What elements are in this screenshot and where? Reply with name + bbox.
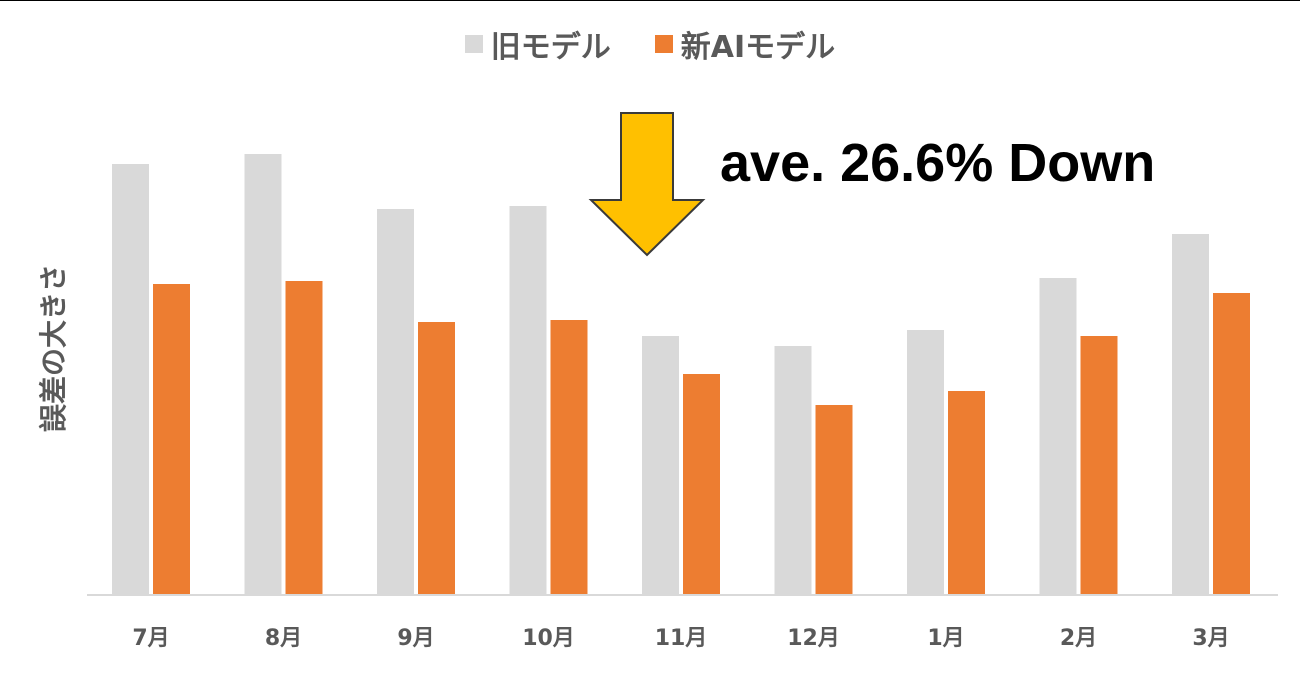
bar-old-model-9 (1172, 234, 1209, 595)
top-border-line (0, 0, 1300, 1)
x-tick-label: 1月 (927, 626, 964, 651)
x-tick-label: 3月 (1192, 626, 1229, 651)
bar-new-ai-model-9 (1213, 293, 1250, 595)
x-tick-label: 7月 (132, 626, 169, 651)
bar-old-model-3 (377, 209, 414, 595)
x-tick-label: 9月 (397, 626, 434, 651)
bar-new-ai-model-5 (683, 374, 720, 595)
bar-old-model-4 (509, 206, 547, 595)
bar-old-model-5 (642, 336, 679, 595)
bar-new-ai-model-8 (1080, 336, 1118, 595)
bar-old-model-6 (774, 346, 812, 595)
x-tick-label: 10月 (522, 626, 575, 651)
legend: 旧モデル 新AIモデル (0, 22, 1300, 66)
x-tick-label: 8月 (265, 626, 302, 651)
bar-new-ai-model-3 (418, 322, 455, 595)
legend-swatch-new-ai-model (654, 35, 673, 53)
x-tick-labels: 7月 8月 9月 10月 11月 12月 1月 2月 3月 (132, 626, 1229, 651)
bar-new-ai-model-6 (815, 405, 853, 595)
legend-item-old-model: 旧モデル (464, 22, 611, 66)
bar-old-model-8 (1039, 278, 1077, 595)
x-tick-label: 11月 (655, 626, 708, 651)
bar-new-ai-model-4 (550, 320, 588, 595)
legend-label-new-ai-model: 新AIモデル (680, 30, 836, 65)
bars-group (112, 154, 1250, 595)
x-tick-label: 2月 (1060, 626, 1097, 651)
annotation-text: ave. 26.6% Down (720, 133, 1156, 193)
legend-item-new-ai-model: 新AIモデル (654, 22, 836, 66)
bar-new-ai-model-2 (285, 281, 323, 595)
x-tick-label: 12月 (787, 626, 840, 651)
down-arrow-icon (588, 112, 706, 257)
bar-old-model-1 (112, 164, 149, 595)
bar-old-model-7 (907, 330, 944, 595)
bar-old-model-2 (244, 154, 282, 595)
bar-new-ai-model-1 (153, 284, 190, 595)
legend-label-old-model: 旧モデル (490, 30, 611, 65)
legend-swatch-old-model (464, 35, 483, 53)
bar-new-ai-model-7 (948, 391, 985, 595)
